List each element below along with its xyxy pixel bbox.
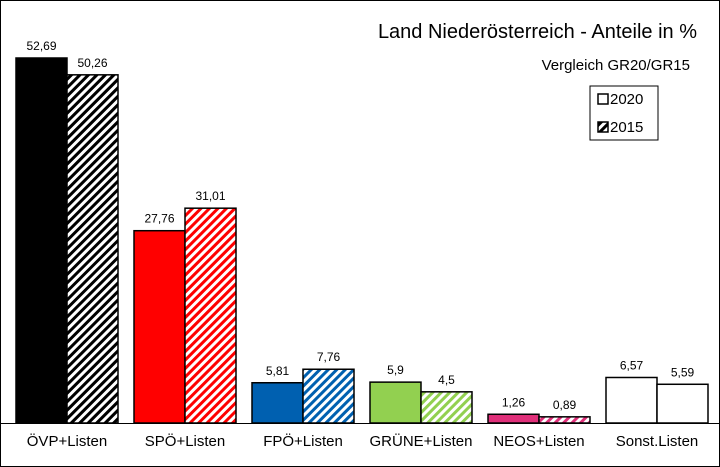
value-label-sonst-listen-2020: 6,57 [620,358,644,372]
legend: 2020 2015 [589,85,659,141]
bar-sp-listen-2020 [133,229,186,424]
category-label-sonst-listen: Sonst.Listen [616,433,699,450]
bar--vp-listen-2020 [15,57,68,424]
bar-gr-ne-listen-2020 [369,381,422,424]
category-label-fp-listen: FPÖ+Listen [263,432,343,450]
category-label--vp-listen: ÖVP+Listen [27,432,107,450]
value-label--vp-listen-2015: 50,26 [77,56,107,70]
bars-group [15,57,709,424]
legend-label-2020: 2020 [610,91,643,108]
value-label--vp-listen-2020: 52,69 [26,39,56,53]
bar-neos-listen-2020 [487,413,540,424]
value-label-gr-ne-listen-2015: 4,5 [438,373,455,387]
bar-sonst-listen-2020 [605,376,658,424]
chart-title: Land Niederösterreich - Anteile in % [378,21,697,43]
bar--vp-listen-2015 [66,74,119,424]
category-label-gr-ne-listen: GRÜNE+Listen [370,432,473,450]
bar-gr-ne-listen-2015 [420,391,473,424]
category-labels-group: ÖVP+Listen SPÖ+Listen FPÖ+Listen GRÜNE+List… [27,432,699,450]
legend-label-2015: 2015 [610,119,643,136]
value-labels-group: 52,69 50,26 27,76 31,01 5,81 7,76 5,9 4,5 1,26 0,… [26,39,694,412]
bar-sp-listen-2015 [184,207,237,424]
legend-swatch-2020 [597,93,609,105]
value-label-fp-listen-2015: 7,76 [317,350,341,364]
bar-neos-listen-2015 [538,416,591,424]
chart-subtitle: Vergleich GR20/GR15 [542,57,690,74]
value-label-neos-listen-2020: 1,26 [502,395,526,409]
category-label-sp-listen: SPÖ+Listen [145,432,225,450]
value-label-gr-ne-listen-2020: 5,9 [387,363,404,377]
legend-swatch-2015 [597,121,609,133]
bar-fp-listen-2015 [302,368,355,424]
value-label-sp-listen-2015: 31,01 [195,189,225,203]
value-label-fp-listen-2020: 5,81 [266,364,290,378]
category-label-neos-listen: NEOS+Listen [493,433,584,450]
bar-fp-listen-2020 [251,382,304,424]
value-label-sonst-listen-2015: 5,59 [671,365,695,379]
value-label-neos-listen-2015: 0,89 [553,398,577,412]
value-label-sp-listen-2020: 27,76 [144,212,174,226]
bar-sonst-listen-2015 [656,383,709,424]
